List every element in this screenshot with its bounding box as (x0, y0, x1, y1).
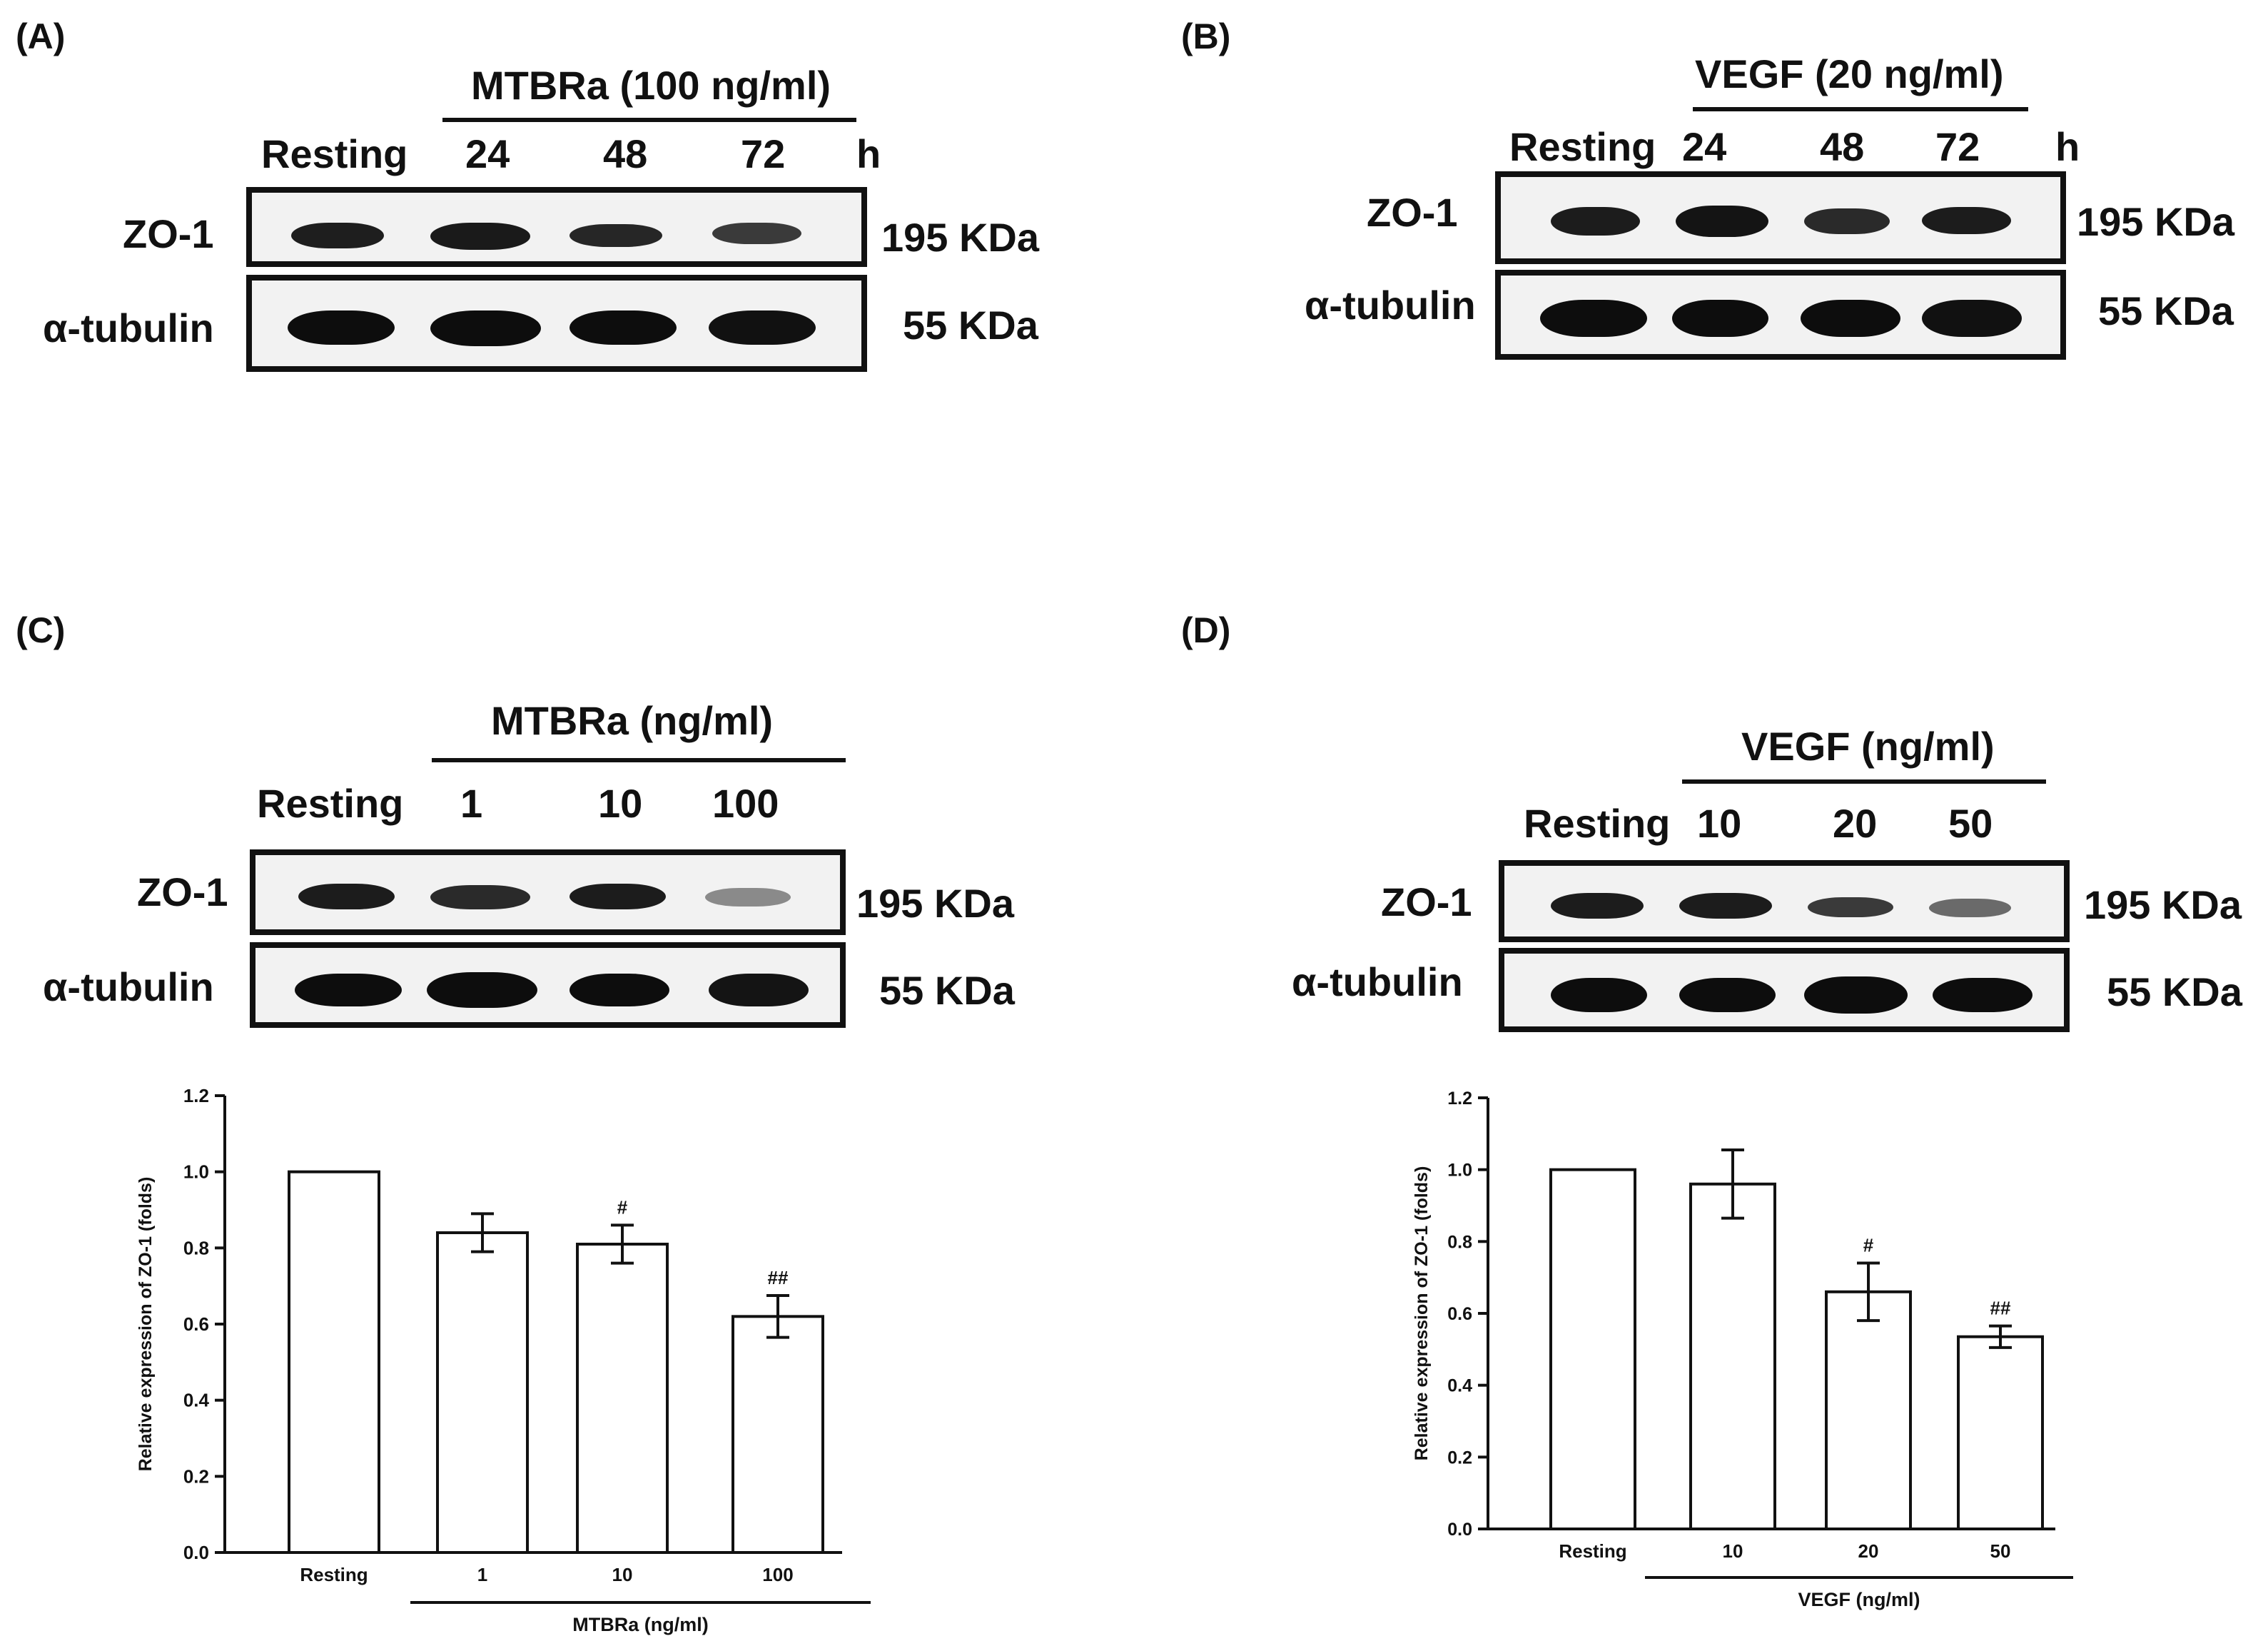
chart-c-y-label: Relative expression of ZO-1 (folds) (136, 1177, 156, 1472)
chart-c-y-tick-label: 1.2 (183, 1085, 209, 1106)
panel-a-row-tubulin: α-tubulin (43, 306, 214, 350)
panel-c-blot-tubulin (250, 942, 846, 1028)
chart-c-category-label: 1 (477, 1564, 487, 1585)
panel-c-treatment: MTBRa (ng/ml) (491, 698, 774, 743)
panel-b-blot-zo1 (1495, 171, 2066, 264)
chart-c-y-tick-label: 0.2 (183, 1465, 209, 1487)
panel-a-blot-zo1 (246, 187, 867, 267)
panel-d-label: (D) (1181, 610, 1231, 650)
chart-c-category-label: 10 (612, 1564, 633, 1585)
panel-d-row-tubulin: α-tubulin (1292, 959, 1463, 1004)
chart-d-category-label: 50 (1990, 1540, 2011, 1562)
panel-d-treatment: VEGF (ng/ml) (1741, 724, 1995, 769)
panel-a-lane-24: 24 (465, 131, 510, 176)
panel-d-blot-tubulin (1499, 948, 2070, 1032)
panel-a-row-zo1: ZO-1 (123, 211, 214, 256)
panel-c-lane-10: 10 (598, 781, 643, 826)
panel-c-lane-resting: Resting (257, 781, 404, 826)
chart-d-y-tick-label: 1.2 (1447, 1089, 1472, 1109)
chart-d-bar (1825, 1290, 1912, 1531)
chart-c-y-tick-label: 0.4 (183, 1390, 210, 1411)
panel-c-kda-tubulin: 55 KDa (879, 968, 1015, 1013)
panel-a-lane-48: 48 (603, 131, 648, 176)
panel-d-treatment-bar (1682, 779, 2046, 784)
chart-d-y-tick-label: 0.0 (1447, 1520, 1472, 1540)
panel-c-label: (C) (16, 610, 66, 650)
chart-c-bar (288, 1170, 380, 1554)
panel-a-lane-72: 72 (741, 131, 786, 176)
panel-d-row-zo1: ZO-1 (1381, 879, 1472, 924)
panel-d-blot-zo1 (1499, 860, 2070, 942)
panel-c-row-zo1: ZO-1 (137, 869, 228, 914)
panel-a-kda-zo1: 195 KDa (881, 215, 1040, 260)
chart-d-category-label: 10 (1723, 1540, 1743, 1562)
panel-c-lane-100: 100 (712, 781, 779, 826)
chart-c-category-label: Resting (300, 1564, 368, 1585)
chart-c-y-tick-label: 0.0 (183, 1542, 209, 1563)
chart-c-y-tick-label: 0.6 (183, 1313, 209, 1335)
chart-d-y-label: Relative expression of ZO-1 (folds) (1412, 1166, 1432, 1461)
panel-c-blot-zo1 (250, 849, 846, 935)
panel-a-label: (A) (16, 16, 66, 56)
chart-c-category-label: 100 (762, 1564, 793, 1585)
chart-d-category-label: 20 (1858, 1540, 1879, 1562)
chart-d-bar (1957, 1335, 2044, 1530)
panel-a-blot-tubulin (246, 275, 867, 372)
panel-b-lane-48: 48 (1820, 124, 1865, 169)
panel-b-row-tubulin: α-tubulin (1305, 283, 1476, 328)
panel-b-treatment: VEGF (20 ng/ml) (1695, 51, 2004, 96)
panel-d-lane-10: 10 (1697, 801, 1742, 846)
panel-b-unit: h (2055, 124, 2080, 169)
chart-d-significance: # (1863, 1235, 1874, 1256)
panel-d-kda-tubulin: 55 KDa (2107, 969, 2242, 1014)
chart-c-bar (576, 1243, 669, 1554)
panel-a-treatment-bar (442, 118, 856, 122)
chart-d-category-label: Resting (1559, 1540, 1626, 1562)
panel-b-row-zo1: ZO-1 (1367, 190, 1458, 235)
panel-a-treatment: MTBRa (100 ng/ml) (471, 63, 831, 108)
panel-b-label: (B) (1181, 16, 1231, 56)
panel-b-lane-24: 24 (1682, 124, 1727, 169)
panel-a-unit: h (856, 131, 881, 176)
chart-c-bar (436, 1231, 529, 1554)
panel-d-lane-resting: Resting (1524, 801, 1671, 846)
chart-c-significance: ## (768, 1267, 789, 1288)
panel-c-lane-1: 1 (460, 781, 483, 826)
panel-a-lane-resting: Resting (261, 131, 408, 176)
chart-d-y-tick-label: 0.2 (1447, 1448, 1472, 1468)
panel-c-row-tubulin: α-tubulin (43, 964, 214, 1009)
panel-b-blot-tubulin (1495, 270, 2066, 360)
panel-b-kda-zo1: 195 KDa (2077, 199, 2235, 244)
panel-d-lane-50: 50 (1948, 801, 1993, 846)
chart-d-x-label: VEGF (ng/ml) (1798, 1589, 1920, 1610)
chart-d-y-tick-label: 0.4 (1447, 1376, 1472, 1396)
chart-d-y-tick-label: 0.8 (1447, 1232, 1472, 1252)
chart-d-bar (1689, 1182, 1776, 1531)
panel-d-kda-zo1: 195 KDa (2084, 882, 2242, 927)
panel-b-treatment-bar (1693, 107, 2028, 111)
chart-c-y-tick-label: 0.8 (183, 1237, 209, 1258)
panel-b-kda-tubulin: 55 KDa (2098, 288, 2234, 333)
chart-c-bar (731, 1315, 824, 1555)
panel-d-lane-20: 20 (1833, 801, 1878, 846)
chart-d-bar (1549, 1168, 1636, 1530)
chart-c-y-tick-label: 1.0 (183, 1161, 209, 1183)
panel-c-kda-zo1: 195 KDa (856, 881, 1015, 926)
panel-a-kda-tubulin: 55 KDa (903, 303, 1038, 348)
panel-c-treatment-bar (432, 758, 846, 762)
chart-d-significance: ## (1990, 1298, 2011, 1319)
chart-c-significance: # (617, 1196, 628, 1218)
panel-b-lane-72: 72 (1935, 124, 1980, 169)
chart-c-x-label: MTBRa (ng/ml) (572, 1614, 708, 1635)
chart-d-y-tick-label: 1.0 (1447, 1161, 1472, 1181)
panel-b-lane-resting: Resting (1509, 124, 1656, 169)
chart-d-y-tick-label: 0.6 (1447, 1304, 1472, 1324)
